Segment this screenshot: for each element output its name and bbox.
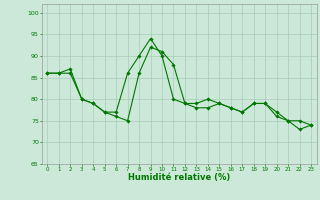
X-axis label: Humidité relative (%): Humidité relative (%) xyxy=(128,173,230,182)
